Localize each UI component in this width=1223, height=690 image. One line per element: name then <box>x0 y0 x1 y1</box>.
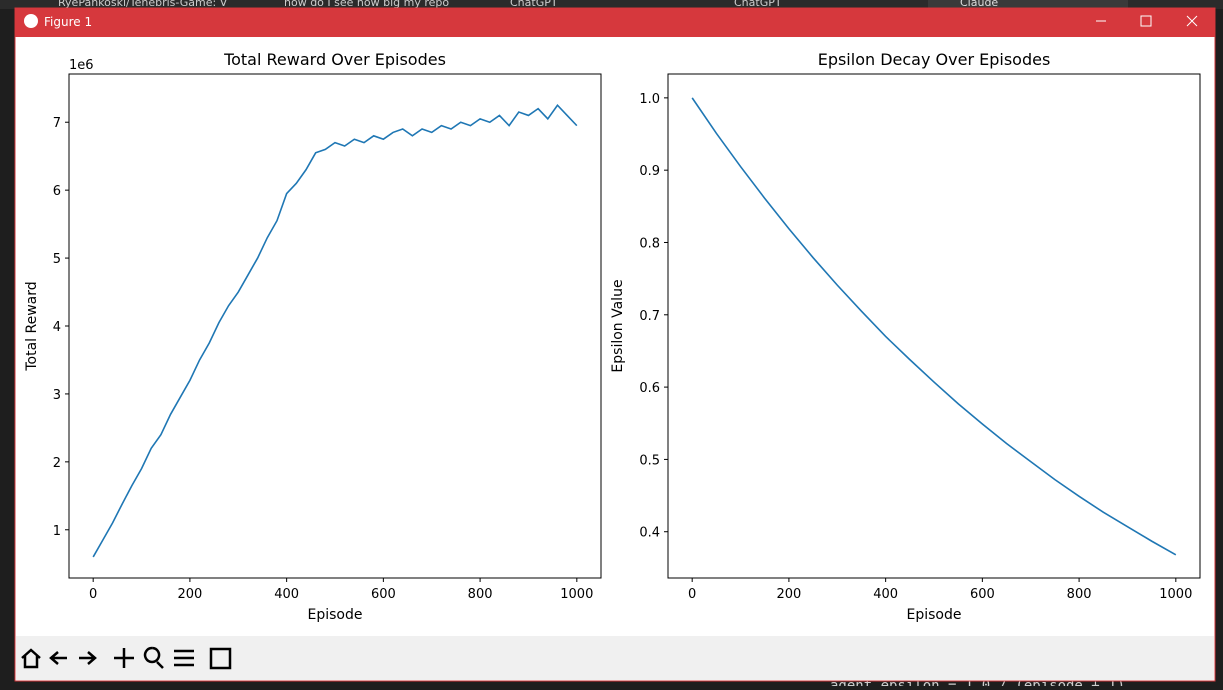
x-axis-label: Episode <box>907 607 962 623</box>
y-tick-label: 1.0 <box>639 92 660 107</box>
x-tick-label: 600 <box>970 587 995 602</box>
tab[interactable]: how do I see how big my repo <box>284 0 449 9</box>
x-tick-label: 0 <box>89 587 97 602</box>
tab-strip <box>0 0 1223 9</box>
y-tick-label: 0.9 <box>639 164 660 179</box>
x-tick-label: 200 <box>177 587 202 602</box>
close-button[interactable] <box>1186 15 1198 27</box>
y-tick-label: 3 <box>53 388 61 403</box>
y-tick-label: 2 <box>53 456 61 471</box>
x-tick-label: 0 <box>688 587 696 602</box>
active-tab <box>928 0 1128 9</box>
y-axis-label: Total Reward <box>24 281 40 371</box>
x-tick-label: 200 <box>776 587 801 602</box>
window <box>14 7 1216 682</box>
data-line <box>92 103 578 558</box>
zoom-button[interactable] <box>143 646 164 669</box>
y-tick-label: 7 <box>53 116 61 131</box>
x-tick-label: 800 <box>468 587 493 602</box>
back-button[interactable] <box>49 651 67 665</box>
axis-offset-label: 1e6 <box>69 58 94 73</box>
forward-button[interactable] <box>79 651 97 665</box>
y-tick-label: 0.8 <box>639 236 660 251</box>
app-icon <box>24 14 38 28</box>
y-tick-label: 1 <box>53 524 61 539</box>
x-tick-label: 800 <box>1067 587 1092 602</box>
x-tick-label: 1000 <box>560 587 593 602</box>
plot-frame <box>667 73 1201 579</box>
y-tick-label: 0.7 <box>639 309 660 324</box>
y-tick-label: 6 <box>53 184 61 199</box>
y-tick-label: 0.6 <box>639 381 660 396</box>
x-tick-label: 400 <box>873 587 898 602</box>
x-tick-label: 400 <box>274 587 299 602</box>
tabs: RyePankoski/Tenebris-Game: V how do I se… <box>58 0 1128 9</box>
tab[interactable]: ChatGPT <box>734 0 782 9</box>
y-tick-label: 0.4 <box>639 526 660 541</box>
configure-button[interactable] <box>174 649 194 667</box>
y-axis-label: Epsilon Value <box>610 279 626 372</box>
chart-title: Epsilon Decay Over Episodes <box>818 50 1051 69</box>
title-bar <box>15 8 1215 37</box>
y-tick-label: 0.5 <box>639 453 660 468</box>
x-tick-label: 1000 <box>1159 587 1192 602</box>
data-line <box>691 97 1177 556</box>
home-button[interactable] <box>21 648 41 669</box>
maximize-button[interactable] <box>1140 15 1152 27</box>
tab[interactable]: Claude <box>960 0 998 9</box>
toolbar <box>16 636 1214 680</box>
y-tick-label: 4 <box>53 320 61 335</box>
save-button[interactable] <box>209 647 232 670</box>
x-tick-label: 600 <box>371 587 396 602</box>
tab[interactable]: ChatGPT <box>510 0 558 9</box>
window-title: Figure 1 <box>44 15 92 29</box>
pan-button[interactable] <box>114 648 134 668</box>
tab[interactable]: RyePankoski/Tenebris-Game: V <box>58 0 228 9</box>
y-tick-label: 5 <box>53 252 61 267</box>
x-axis-label: Episode <box>308 607 363 623</box>
toolbar-icons <box>21 646 232 670</box>
chart-title: Total Reward Over Episodes <box>223 50 446 69</box>
plot-frame <box>68 73 602 579</box>
